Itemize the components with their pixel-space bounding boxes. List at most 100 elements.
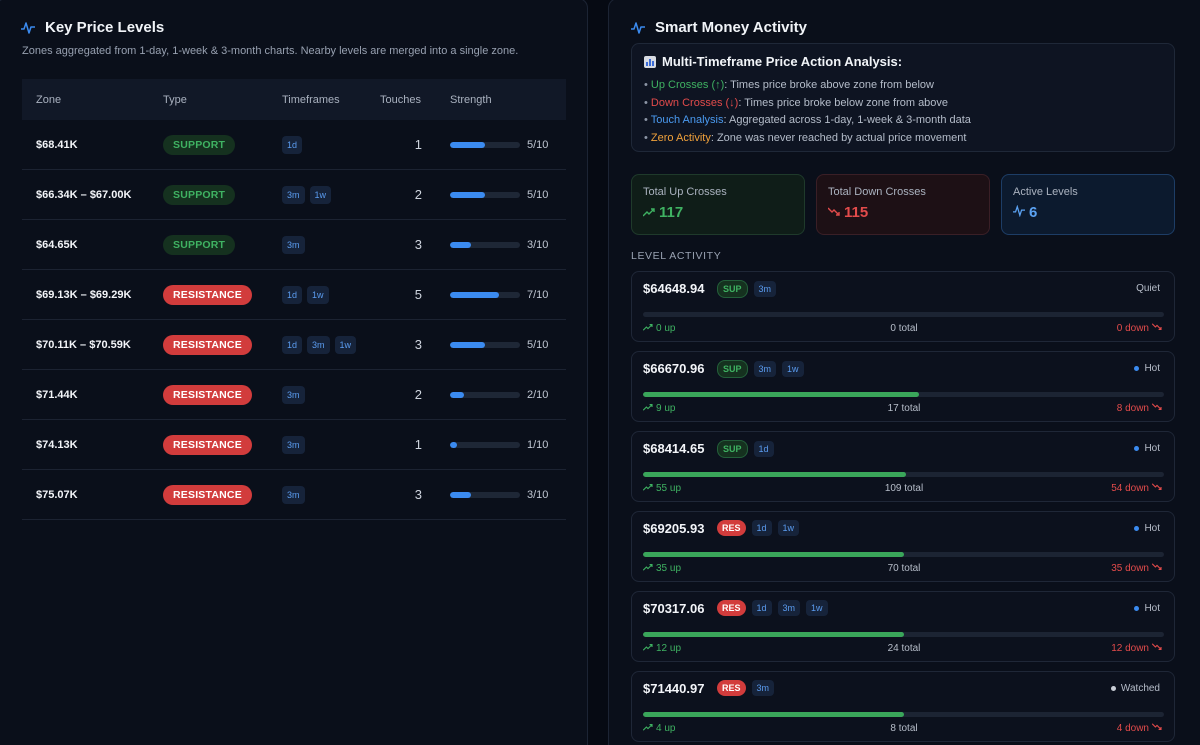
down-count-text: 54 down [1111, 483, 1149, 494]
level-tags: SUP 3m 1w [717, 360, 804, 378]
trending-up-icon [642, 563, 653, 574]
strength-bar [450, 441, 520, 448]
strength-bar [450, 391, 520, 398]
header-touches[interactable]: Touches [380, 93, 421, 106]
support-badge: SUPPORT [163, 134, 236, 155]
strength-bar-fill [450, 441, 457, 448]
strength-meter: 2/10 [450, 388, 548, 401]
status-label: Watched [1120, 683, 1160, 694]
timeframe-chip: 3m [753, 361, 777, 377]
key-price-levels-panel: Key Price Levels Zones aggregated from 1… [0, 0, 588, 745]
bullet-dot: • [644, 114, 651, 126]
cross-ratio-bar [643, 392, 1164, 397]
level-card[interactable]: $68414.65 SUP 1d Hot 55 up 109 total 54 down [631, 431, 1175, 502]
trending-up-icon [642, 403, 653, 414]
level-price: $69205.93 [643, 521, 705, 536]
table-row[interactable]: $74.13K RESISTANCE 3m 1 1/10 [22, 420, 566, 470]
timeframe-chip: 3m [282, 435, 305, 454]
strength-bar-fill [450, 191, 485, 198]
trending-up-icon [642, 204, 655, 221]
level-card[interactable]: $70317.06 RES 1d 3m 1w Hot 12 up 24 total 12 dow… [631, 591, 1175, 662]
level-activity-label: LEVEL ACTIVITY [631, 250, 722, 262]
level-card[interactable]: $64648.94 SUP 3m Quiet 0 up 0 total 0 down [631, 271, 1175, 342]
level-status: Hot [1134, 603, 1160, 614]
table-row[interactable]: $70.11K – $70.59K RESISTANCE 1d 3m 1w 3 5/10 [22, 320, 566, 370]
table-row[interactable]: $68.41K SUPPORT 1d 1 5/10 [22, 120, 566, 170]
timeframe-chips: 3m [282, 235, 310, 254]
strength-label: 5/10 [527, 338, 549, 351]
cross-ratio-fill [643, 472, 907, 477]
strength-bar [450, 291, 520, 298]
timeframe-chip: 3m [282, 485, 305, 504]
strength-label: 3/10 [527, 238, 549, 251]
up-count-text: 55 up [656, 483, 682, 494]
strength-label: 7/10 [527, 288, 549, 301]
strength-meter: 5/10 [450, 138, 548, 151]
level-tags: SUP 1d [717, 440, 774, 458]
header-strength[interactable]: Strength [450, 93, 492, 106]
table-row[interactable]: $71.44K RESISTANCE 3m 2 2/10 [22, 370, 566, 420]
trending-down-icon [1151, 323, 1162, 334]
resistance-badge: RES [717, 520, 746, 536]
down-count: 35 down [1111, 563, 1162, 574]
level-price: $68414.65 [643, 441, 705, 456]
cross-ratio-bar [643, 552, 1164, 557]
zone-value: $69.13K – $69.29K [36, 288, 132, 301]
bullet-dot: • [644, 131, 651, 144]
bullet-dot: • [644, 96, 651, 109]
level-card[interactable]: $71440.97 RES 3m Watched 4 up 8 total 4 down [631, 671, 1175, 742]
timeframe-chip: 1w [307, 285, 329, 304]
table-row[interactable]: $66.34K – $67.00K SUPPORT 3m 1w 2 5/10 [22, 170, 566, 220]
table-row[interactable]: $75.07K RESISTANCE 3m 3 3/10 [22, 470, 566, 520]
header-type[interactable]: Type [163, 93, 187, 106]
table-row[interactable]: $64.65K SUPPORT 3m 3 3/10 [22, 220, 566, 270]
status-label: Hot [1144, 443, 1160, 454]
level-card[interactable]: $66670.96 SUP 3m 1w Hot 9 up 17 total 8 down [631, 351, 1175, 422]
up-count: 12 up [642, 643, 681, 654]
cross-ratio-fill [643, 632, 904, 637]
support-badge: SUPPORT [163, 234, 236, 255]
panel-subtitle: Zones aggregated from 1-day, 1-week & 3-… [22, 45, 519, 57]
touches-count: 3 [414, 237, 422, 252]
up-crosses-value: 117 [659, 204, 684, 221]
active-levels-card: Active Levels 6 [1001, 174, 1175, 235]
stat-label: Active Levels [1013, 186, 1078, 198]
down-count-text: 4 down [1116, 723, 1149, 734]
support-badge: SUPPORT [163, 184, 236, 205]
level-status: Hot [1134, 363, 1160, 374]
timeframe-chips: 1d 3m 1w [282, 335, 361, 354]
trending-down-icon [827, 204, 840, 221]
levels-table: Zone Type Timeframes Touches Strength $6… [22, 79, 566, 520]
stat-label: Total Up Crosses [643, 186, 727, 198]
strength-label: 1/10 [527, 438, 549, 451]
status-dot-icon [1110, 686, 1116, 691]
table-body: $68.41K SUPPORT 1d 1 5/10 $66.34K – $67.00K SU… [22, 120, 566, 520]
strength-bar-fill [450, 491, 471, 498]
trending-down-icon [1151, 403, 1162, 414]
bar-chart-icon [644, 55, 656, 68]
total-count: 0 total [890, 323, 918, 334]
panel-title: Smart Money Activity [655, 19, 807, 36]
zone-value: $68.41K [36, 138, 78, 151]
up-count-text: 4 up [656, 723, 676, 734]
level-card[interactable]: $69205.93 RES 1d 1w Hot 35 up 70 total 35 down [631, 511, 1175, 582]
strength-label: 3/10 [527, 488, 549, 501]
cross-ratio-fill [643, 392, 920, 397]
analysis-line: • Touch Analysis: Aggregated across 1-da… [644, 112, 1162, 130]
strength-meter: 3/10 [450, 488, 549, 501]
strength-meter: 5/10 [450, 188, 548, 201]
level-price: $70317.06 [643, 601, 705, 616]
strength-meter: 5/10 [450, 338, 549, 351]
up-count: 4 up [642, 723, 676, 734]
zone-value: $64.65K [36, 238, 78, 251]
timeframe-chip: 3m [753, 281, 777, 297]
header-zone[interactable]: Zone [36, 93, 62, 106]
timeframe-chip: 1d [751, 520, 772, 536]
timeframe-chip: 1w [334, 335, 357, 354]
timeframe-chip: 3m [777, 600, 801, 616]
key-price-levels-header: Key Price Levels [21, 19, 164, 36]
trending-up-icon [642, 723, 653, 734]
table-row[interactable]: $69.13K – $69.29K RESISTANCE 1d 1w 5 7/10 [22, 270, 566, 320]
header-timeframes[interactable]: Timeframes [282, 93, 340, 106]
resistance-badge: RESISTANCE [163, 284, 252, 305]
